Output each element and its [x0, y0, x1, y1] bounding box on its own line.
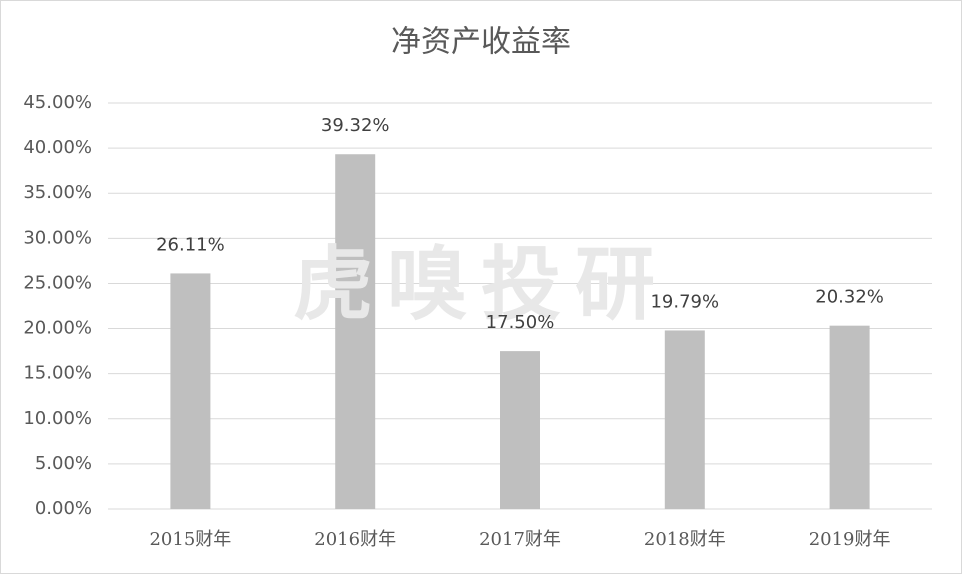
- value-label: 19.79%: [650, 291, 719, 312]
- bar: [335, 154, 376, 509]
- y-tick-label: 30.00%: [23, 227, 92, 248]
- bar: [664, 330, 705, 509]
- value-label: 39.32%: [321, 115, 390, 136]
- bar: [829, 325, 870, 509]
- y-tick-label: 45.00%: [23, 92, 92, 113]
- x-tick-label: 2017财年: [479, 529, 561, 550]
- y-tick-label: 20.00%: [23, 318, 92, 339]
- y-tick-label: 35.00%: [23, 182, 92, 203]
- y-tick-label: 0.00%: [35, 498, 92, 519]
- labels: 0.00% 5.00% 10.00% 15.00% 20.00% 25.00% 30.00%…: [23, 92, 890, 550]
- value-label: 20.32%: [815, 287, 884, 308]
- y-tick-label: 40.00%: [23, 137, 92, 158]
- x-tick-label: 2016财年: [314, 529, 396, 550]
- y-tick-label: 5.00%: [35, 453, 92, 474]
- grid: [108, 102, 932, 510]
- value-label: 17.50%: [486, 312, 555, 333]
- chart-title: 净资产收益率: [391, 25, 571, 60]
- y-tick-label: 25.00%: [23, 272, 92, 293]
- y-tick-label: 15.00%: [23, 363, 92, 384]
- y-tick-label: 10.00%: [23, 408, 92, 429]
- bars: [170, 154, 870, 509]
- bar: [170, 273, 211, 509]
- x-tick-label: 2019财年: [809, 529, 891, 550]
- watermark: 虎嗅投研: [293, 238, 669, 331]
- value-label: 26.11%: [156, 234, 225, 255]
- x-tick-label: 2015财年: [149, 529, 231, 550]
- x-tick-label: 2018财年: [644, 529, 726, 550]
- bar: [500, 351, 540, 509]
